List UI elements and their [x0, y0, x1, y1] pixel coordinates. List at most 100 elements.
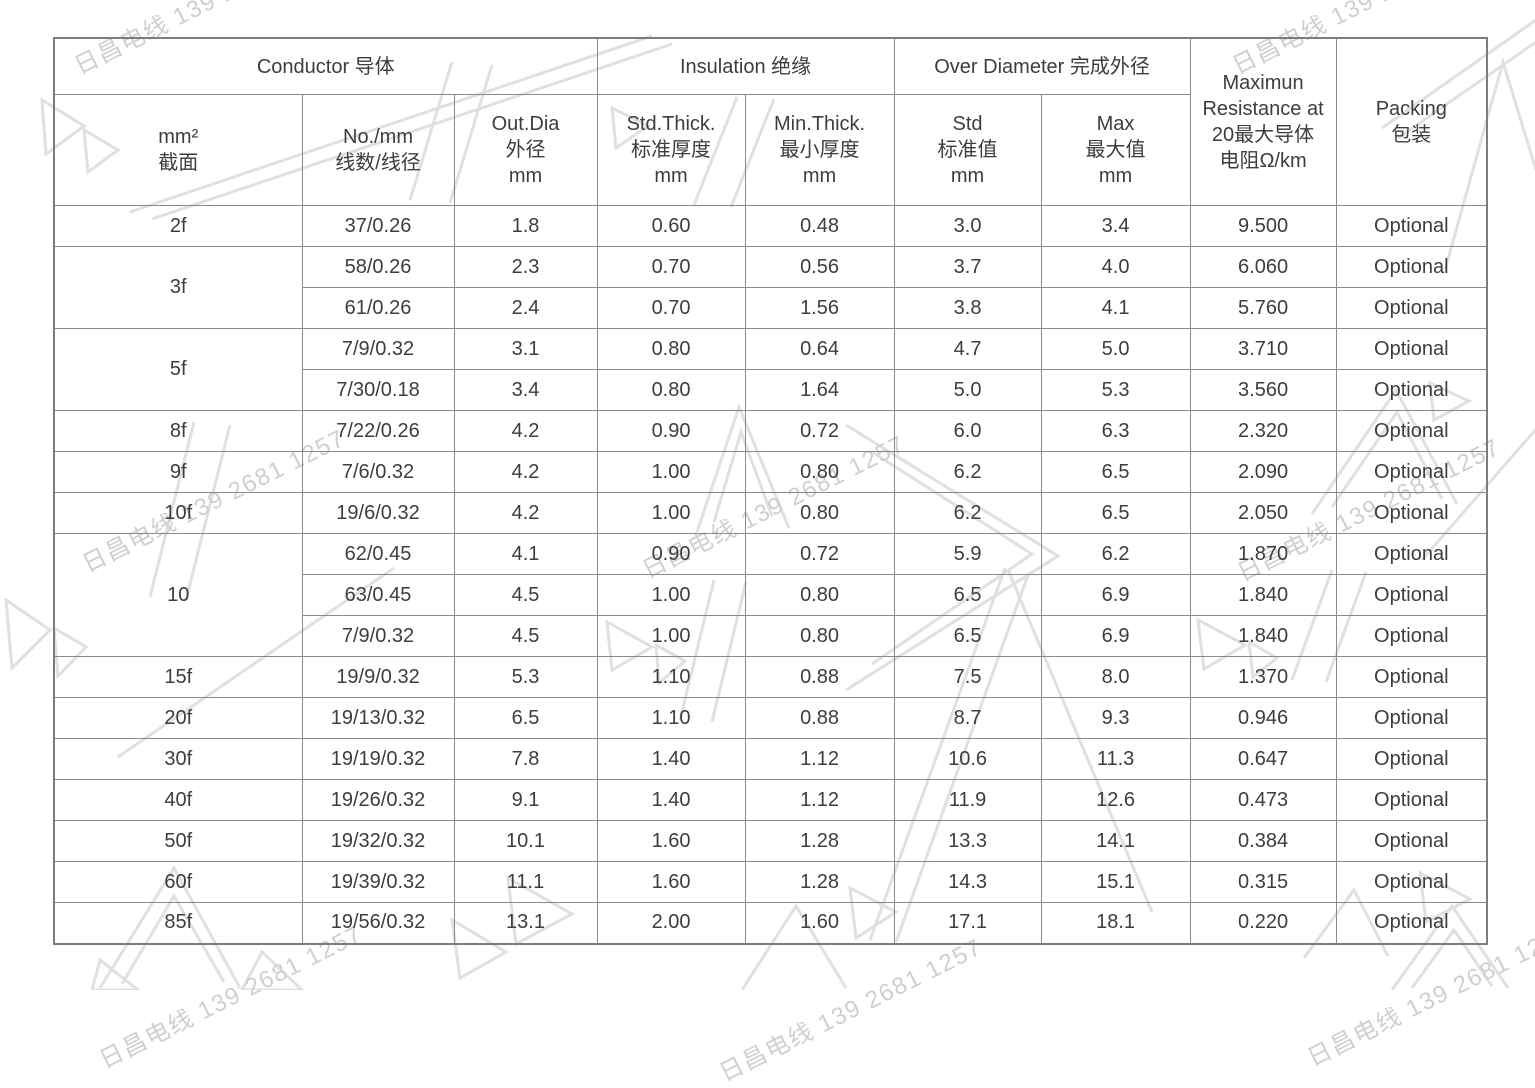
cell: Optional: [1335, 902, 1488, 944]
column-header: Std.Thick. 标准厚度 mm: [596, 94, 746, 206]
table-row: 7/30/0.18 3.4 0.80 1.64 5.0 5.3 3.560 Optional: [54, 369, 1488, 411]
column-header: Std 标准值 mm: [893, 94, 1042, 206]
cell: 2.320: [1189, 410, 1337, 452]
table-row: 15f 19/9/0.32 5.3 1.10 0.88 7.5 8.0 1.370 Option…: [53, 656, 1488, 698]
page: { "watermark": { "text": "日昌电线 139 2681 …: [4, 0, 1535, 1088]
cell-size: 60f: [53, 861, 303, 903]
table-wrap: Conductor 导体 Insulation 绝缘 Over Diameter 完…: [53, 37, 1489, 945]
cell: 0.80: [744, 492, 895, 534]
cell: Optional: [1335, 533, 1488, 575]
cell-size: 10f: [53, 492, 303, 534]
cell: 15.1: [1040, 861, 1191, 903]
table-row: 8f 7/22/0.26 4.2 0.90 0.72 6.0 6.3 2.320 Optiona…: [53, 410, 1488, 452]
cell: 7/9/0.32: [301, 328, 455, 370]
cell-size: 15f: [53, 656, 303, 698]
cell: 2.4: [453, 287, 598, 329]
cell: 6.0: [893, 410, 1042, 452]
cell: Optional: [1335, 779, 1488, 821]
cell: 0.315: [1189, 861, 1337, 903]
cell: 4.5: [453, 615, 598, 657]
cell: 3.710: [1189, 328, 1337, 370]
cell: 62/0.45: [301, 533, 455, 575]
cell-size: 40f: [53, 779, 303, 821]
cell: 1.00: [596, 451, 746, 493]
cell: 0.70: [596, 246, 746, 288]
cell: 0.80: [744, 451, 895, 493]
cell: 3.1: [453, 328, 598, 370]
cell: Optional: [1335, 697, 1488, 739]
cell: 6.5: [453, 697, 598, 739]
cell: 1.870: [1189, 533, 1337, 575]
cell: 0.90: [596, 533, 746, 575]
cell: 1.840: [1189, 615, 1337, 657]
cell: 0.647: [1189, 738, 1337, 780]
cell: Optional: [1335, 738, 1488, 780]
cell-size: 3f: [53, 246, 303, 329]
table-row: 50f 19/32/0.32 10.1 1.60 1.28 13.3 14.1 0.384 Op…: [53, 820, 1488, 862]
cell: 58/0.26: [301, 246, 455, 288]
cell-size: 9f: [53, 451, 303, 493]
table-row: 85f 19/56/0.32 13.1 2.00 1.60 17.1 18.1 0.220 Op…: [53, 902, 1488, 944]
cell: 13.3: [893, 820, 1042, 862]
cell: 4.5: [453, 574, 598, 616]
cell: 3.560: [1189, 369, 1337, 411]
cell: 3.4: [1040, 205, 1191, 247]
cell: 1.840: [1189, 574, 1337, 616]
cell-size: 20f: [53, 697, 303, 739]
cell: 4.1: [453, 533, 598, 575]
cell: 19/19/0.32: [301, 738, 455, 780]
cell: 19/9/0.32: [301, 656, 455, 698]
cell-size: 85f: [53, 902, 303, 944]
cell: 10.1: [453, 820, 598, 862]
cell: 6.9: [1040, 615, 1191, 657]
cell: 0.80: [596, 369, 746, 411]
cell: 17.1: [893, 902, 1042, 944]
cell: 14.1: [1040, 820, 1191, 862]
cell: 4.2: [453, 410, 598, 452]
cell: 1.28: [744, 861, 895, 903]
cell: 13.1: [453, 902, 598, 944]
cell: 4.7: [893, 328, 1042, 370]
cell: 19/56/0.32: [301, 902, 455, 944]
cell: 5.760: [1189, 287, 1337, 329]
cell: 9.1: [453, 779, 598, 821]
cell: 8.7: [893, 697, 1042, 739]
cell: 0.72: [744, 533, 895, 575]
table-row: 30f 19/19/0.32 7.8 1.40 1.12 10.6 11.3 0.647 Opt…: [53, 738, 1488, 780]
cell: Optional: [1335, 451, 1488, 493]
cell: 8.0: [1040, 656, 1191, 698]
cell: 6.2: [893, 492, 1042, 534]
cell: 1.40: [596, 738, 746, 780]
cell: Optional: [1335, 246, 1488, 288]
cell: 1.370: [1189, 656, 1337, 698]
table-row: 5f 7/9/0.32 3.1 0.80 0.64 4.7 5.0 3.710 Optional: [53, 328, 1488, 411]
table-row: 10 62/0.45 4.1 0.90 0.72 5.9 6.2 1.870 Optional: [53, 533, 1488, 657]
cell: Optional: [1335, 492, 1488, 534]
cell: Optional: [1335, 861, 1488, 903]
cell: Optional: [1335, 574, 1488, 616]
table-row: 2f 37/0.26 1.8 0.60 0.48 3.0 3.4 9.500 Optional: [53, 205, 1488, 247]
group-header: Conductor 导体: [53, 37, 598, 95]
cell: 11.9: [893, 779, 1042, 821]
group-header: Over Diameter 完成外径: [893, 37, 1191, 95]
cell: 6.5: [893, 574, 1042, 616]
cell-size: 50f: [53, 820, 303, 862]
cell: 11.1: [453, 861, 598, 903]
cell: 6.5: [1040, 492, 1191, 534]
cell: 2.090: [1189, 451, 1337, 493]
cell: 63/0.45: [301, 574, 455, 616]
cell: 2.00: [596, 902, 746, 944]
cell-size: 2f: [53, 205, 303, 247]
cell: 1.40: [596, 779, 746, 821]
cell: 1.10: [596, 656, 746, 698]
cell: Optional: [1335, 410, 1488, 452]
cell: Optional: [1335, 615, 1488, 657]
cell: 0.88: [744, 656, 895, 698]
table-row: 20f 19/13/0.32 6.5 1.10 0.88 8.7 9.3 0.946 Optio…: [53, 697, 1488, 739]
cell: 14.3: [893, 861, 1042, 903]
table-row: 63/0.45 4.5 1.00 0.80 6.5 6.9 1.840 Optional: [54, 574, 1488, 616]
table-row: 40f 19/26/0.32 9.1 1.40 1.12 11.9 12.6 0.473 Opt…: [53, 779, 1488, 821]
cell: 7/9/0.32: [301, 615, 455, 657]
cell: 3.7: [893, 246, 1042, 288]
cell: 9.500: [1189, 205, 1337, 247]
